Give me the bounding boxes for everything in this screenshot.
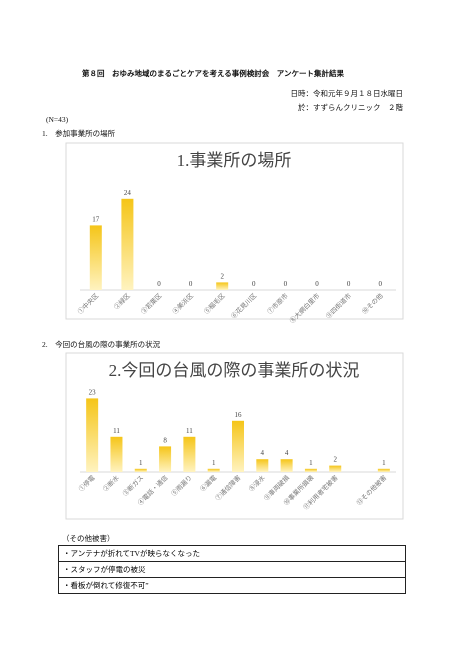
data-label: 0 — [315, 280, 319, 288]
data-label: 4 — [261, 449, 265, 457]
data-label: 0 — [252, 280, 256, 288]
data-label: 0 — [189, 280, 193, 288]
bar — [159, 446, 172, 472]
data-label: 0 — [378, 280, 382, 288]
data-label: 4 — [285, 449, 289, 457]
section-heading: 1. 参加事業所の場所 — [42, 129, 116, 138]
data-label: 2 — [220, 272, 224, 280]
bar — [207, 468, 220, 472]
bar — [216, 282, 229, 290]
other-item: ・アンテナが折れてTVが映らなくなった — [59, 546, 405, 562]
data-label: 1 — [382, 459, 386, 467]
data-label: 8 — [163, 436, 167, 444]
data-label: 1 — [309, 459, 313, 467]
other-item: ・スタッフが停電の被災 — [59, 562, 405, 578]
bar — [183, 436, 196, 472]
data-label: 23 — [89, 388, 97, 396]
data-label: 0 — [284, 280, 288, 288]
data-label: 0 — [347, 280, 351, 288]
chart-title: 1.事業所の場所 — [177, 151, 292, 170]
data-label: 0 — [157, 280, 161, 288]
bar — [89, 225, 102, 290]
other-heading: （その他被害） — [62, 534, 115, 543]
sample-size: (N=43) — [46, 115, 69, 124]
data-label: 16 — [235, 411, 243, 419]
data-label: 11 — [186, 427, 193, 435]
data-label: 1 — [139, 459, 143, 467]
bar — [329, 465, 342, 472]
data-label: 24 — [124, 189, 132, 197]
data-label: 1 — [212, 459, 216, 467]
bar — [121, 198, 134, 290]
bar — [304, 468, 317, 472]
other-list: ・アンテナが折れてTVが映らなくなった ・スタッフが停電の被災 ・看板が倒れて修… — [58, 545, 406, 594]
bar — [232, 420, 244, 472]
data-label: 2 — [333, 456, 337, 464]
bar — [110, 436, 123, 472]
bar — [280, 459, 293, 472]
bar — [134, 468, 147, 472]
bar — [86, 398, 99, 472]
bar — [377, 468, 390, 472]
date: 日時：令和元年９月１８日水曜日 — [290, 89, 404, 98]
chart-title: 2.今回の台風の際の事業所の状況 — [109, 361, 360, 380]
doc-title: 第８回 おゆみ地域のまるごとケアを考える事例検討会 アンケート集計結果 — [82, 69, 344, 78]
section-heading: 2. 今回の台風の際の事業所の状況 — [42, 340, 161, 349]
bar — [256, 459, 269, 472]
other-item: ・看板が倒れて修復不可” — [63, 581, 149, 590]
data-label: 17 — [92, 215, 100, 223]
data-label: 11 — [113, 427, 120, 435]
place: 於：すずらんクリニック ２階 — [298, 103, 403, 112]
